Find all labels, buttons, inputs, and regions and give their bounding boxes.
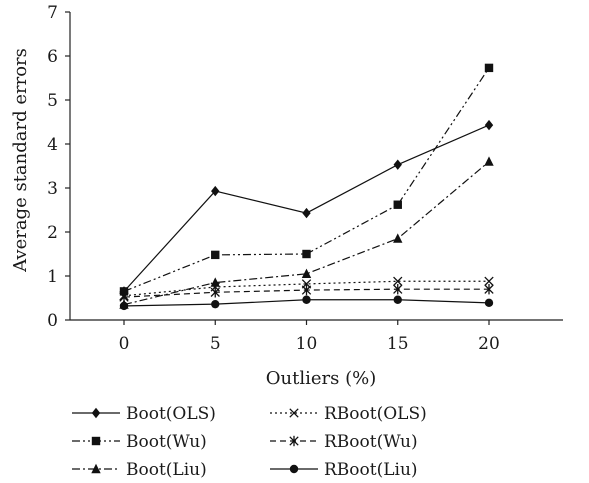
legend-item: RBoot(Liu) [270, 460, 418, 480]
data-point-star [484, 284, 494, 295]
y-tick-label: 7 [47, 3, 58, 23]
data-point-triangle [393, 233, 403, 243]
data-point-diamond [484, 119, 494, 131]
data-point-diamond [393, 159, 402, 170]
series-rboot-liu [119, 295, 494, 311]
data-point-circle [211, 299, 220, 309]
legend-label: Boot(Liu) [126, 460, 207, 480]
data-point-diamond [91, 407, 101, 419]
data-point-circle [119, 301, 129, 311]
data-point-x [393, 276, 403, 286]
data-point-circle [289, 464, 299, 474]
data-point-square [119, 287, 129, 296]
series-group [119, 63, 494, 311]
legend-label: RBoot(Wu) [324, 432, 418, 452]
y-tick-label: 3 [47, 179, 58, 199]
data-point-star [301, 284, 312, 296]
legend-item: RBoot(Wu) [270, 432, 418, 452]
axes: 0 1 2 3 4 5 6 7 0 5 10 15 20 [47, 3, 563, 354]
data-point-triangle [301, 268, 312, 278]
data-point-triangle [484, 156, 494, 166]
data-point-circle [393, 295, 402, 304]
data-point-square [302, 249, 311, 259]
legend-item: Boot(Liu) [72, 460, 207, 480]
series-rboot-wu [119, 284, 494, 303]
x-axis-title: Outliers (%) [266, 368, 376, 389]
legend-item: Boot(Wu) [72, 432, 207, 452]
legend-label: RBoot(Liu) [324, 460, 418, 480]
data-point-triangle [91, 463, 101, 474]
data-point-square [91, 436, 101, 446]
data-point-x [484, 276, 494, 286]
data-point-circle [302, 295, 311, 304]
legend: Boot(OLS) Boot(Wu) Boot(Liu) RBoot(OLS) RBoo… [72, 404, 427, 480]
legend-item: RBoot(OLS) [270, 404, 427, 424]
series-boot-wu [119, 63, 494, 296]
x-tick-label: 15 [387, 334, 409, 354]
legend-label: Boot(OLS) [126, 404, 216, 424]
data-point-star [119, 291, 129, 303]
data-point-circle [484, 298, 494, 308]
series-line [123, 161, 490, 306]
y-tick-label: 2 [47, 223, 58, 243]
x-tick-label: 5 [210, 334, 221, 354]
y-tick-label: 5 [47, 91, 58, 111]
data-point-square [211, 250, 220, 260]
legend-label: Boot(Wu) [126, 432, 207, 452]
data-point-star [393, 284, 403, 295]
data-point-square [484, 63, 494, 73]
legend-label: RBoot(OLS) [324, 404, 427, 424]
data-point-star [289, 435, 299, 447]
y-tick-label: 4 [47, 135, 58, 155]
y-tick-label: 1 [47, 267, 58, 287]
data-point-diamond [211, 185, 220, 197]
y-axis-title: Average standard errors [10, 48, 31, 273]
x-tick-label: 10 [296, 334, 318, 354]
y-tick-label: 0 [47, 311, 58, 331]
series-line [123, 280, 489, 297]
y-tick-label: 6 [47, 47, 58, 67]
data-point-x [289, 408, 299, 418]
data-point-square [393, 200, 402, 209]
x-tick-label: 20 [478, 334, 500, 354]
data-point-diamond [302, 207, 311, 219]
legend-item: Boot(OLS) [72, 404, 216, 424]
x-tick-label: 0 [119, 334, 130, 354]
data-point-star [210, 287, 220, 298]
